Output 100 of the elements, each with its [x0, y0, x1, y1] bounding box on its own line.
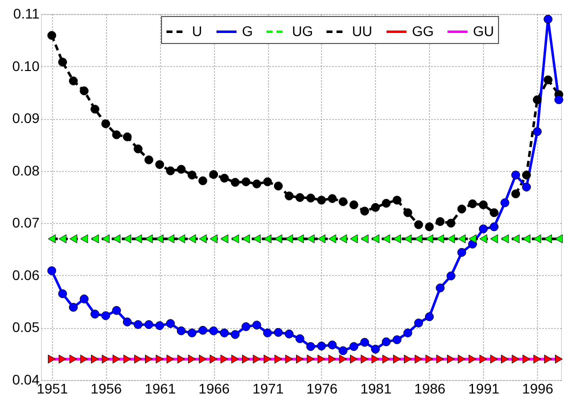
- point: [145, 234, 153, 244]
- point: [188, 234, 196, 244]
- point: [360, 206, 370, 216]
- point: [317, 196, 326, 205]
- point: [404, 354, 412, 364]
- point: [554, 95, 564, 104]
- x-tick-label: 1966: [198, 380, 230, 396]
- point: [350, 234, 358, 244]
- point: [177, 234, 186, 244]
- point: [58, 58, 68, 67]
- point: [252, 234, 261, 244]
- point: [372, 234, 380, 244]
- point: [80, 294, 89, 304]
- point: [58, 354, 66, 364]
- point: [90, 104, 100, 114]
- point: [436, 284, 445, 292]
- point: [112, 354, 120, 364]
- point: [490, 234, 498, 244]
- x-tick-label: 1971: [252, 380, 284, 396]
- point: [522, 170, 531, 180]
- point: [501, 234, 509, 244]
- point: [371, 203, 380, 212]
- point: [338, 346, 348, 356]
- point: [80, 86, 89, 96]
- point: [392, 335, 402, 344]
- point: [198, 354, 207, 364]
- point: [426, 234, 434, 244]
- y-tick-label: 0.07: [12, 214, 40, 231]
- point: [58, 234, 66, 244]
- point: [328, 354, 336, 364]
- point: [198, 176, 208, 186]
- point: [91, 354, 99, 364]
- point: [350, 354, 358, 364]
- point: [328, 234, 336, 244]
- point: [242, 234, 250, 244]
- point: [166, 319, 175, 328]
- x-tick-label: 1986: [414, 380, 446, 396]
- point: [522, 182, 531, 192]
- point: [306, 354, 315, 364]
- point: [392, 196, 402, 205]
- point: [230, 330, 240, 339]
- point: [436, 354, 444, 364]
- point: [242, 322, 250, 332]
- point: [532, 95, 542, 104]
- point: [544, 354, 552, 364]
- point: [436, 234, 444, 244]
- point: [220, 234, 228, 244]
- point: [414, 220, 424, 230]
- y-tick-label: 0.09: [12, 110, 40, 126]
- point: [295, 193, 304, 202]
- legend-label: GG: [412, 22, 434, 39]
- point: [156, 234, 164, 244]
- point: [338, 197, 348, 206]
- point: [231, 234, 240, 244]
- point: [90, 310, 100, 319]
- point: [457, 248, 466, 257]
- point: [382, 234, 390, 244]
- point: [80, 234, 88, 244]
- point: [446, 218, 456, 228]
- x-tick-label: 1956: [90, 380, 122, 396]
- point: [134, 354, 142, 364]
- point: [414, 318, 424, 328]
- point: [533, 354, 542, 364]
- point: [544, 14, 552, 24]
- point: [446, 272, 456, 280]
- point: [457, 204, 466, 214]
- point: [134, 320, 143, 329]
- point: [512, 354, 520, 364]
- point: [263, 177, 272, 186]
- point: [188, 170, 196, 180]
- point: [264, 354, 272, 364]
- point: [188, 328, 196, 338]
- point: [198, 326, 208, 335]
- y-tick-label: 0.10: [12, 58, 40, 74]
- point: [134, 234, 142, 244]
- x-tick-label: 1981: [360, 380, 392, 396]
- point: [424, 312, 434, 322]
- point: [532, 127, 542, 136]
- point: [47, 31, 56, 40]
- point: [252, 320, 262, 330]
- point: [155, 321, 164, 330]
- point: [166, 354, 174, 364]
- point: [295, 334, 304, 344]
- point: [544, 75, 552, 84]
- point: [349, 200, 358, 210]
- point: [360, 338, 370, 347]
- point: [112, 130, 121, 140]
- point: [501, 354, 509, 364]
- point: [447, 234, 455, 244]
- legend-label: UU: [352, 22, 372, 39]
- point: [306, 234, 315, 244]
- point: [393, 234, 401, 244]
- point: [274, 182, 283, 190]
- point: [166, 234, 174, 244]
- point: [145, 354, 153, 364]
- point: [522, 234, 530, 244]
- point: [306, 342, 316, 351]
- point: [210, 234, 218, 244]
- point: [210, 354, 218, 364]
- point: [102, 354, 110, 364]
